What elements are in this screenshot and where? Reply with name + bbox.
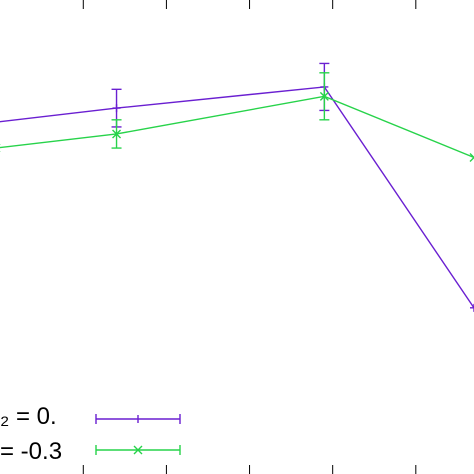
legend: ₂ = 0. = -0.3 [0, 403, 181, 465]
series-2-point-4 [469, 152, 474, 162]
series-1 [0, 62, 474, 312]
series-1-line [0, 86, 474, 309]
series-2-point-3 [319, 91, 329, 101]
series-2 [0, 72, 474, 162]
series-1-point-2 [112, 104, 121, 113]
series-layer [0, 62, 474, 312]
legend-label-series-1: ₂ = 0. [0, 403, 57, 430]
legend-marker-series-2 [133, 445, 143, 455]
x-axis-ticks [82, 0, 417, 474]
series-2-line [0, 95, 474, 159]
series-1-point-4 [470, 303, 474, 312]
series-2-point-2 [112, 129, 122, 139]
legend-label-series-2: = -0.3 [0, 438, 62, 465]
